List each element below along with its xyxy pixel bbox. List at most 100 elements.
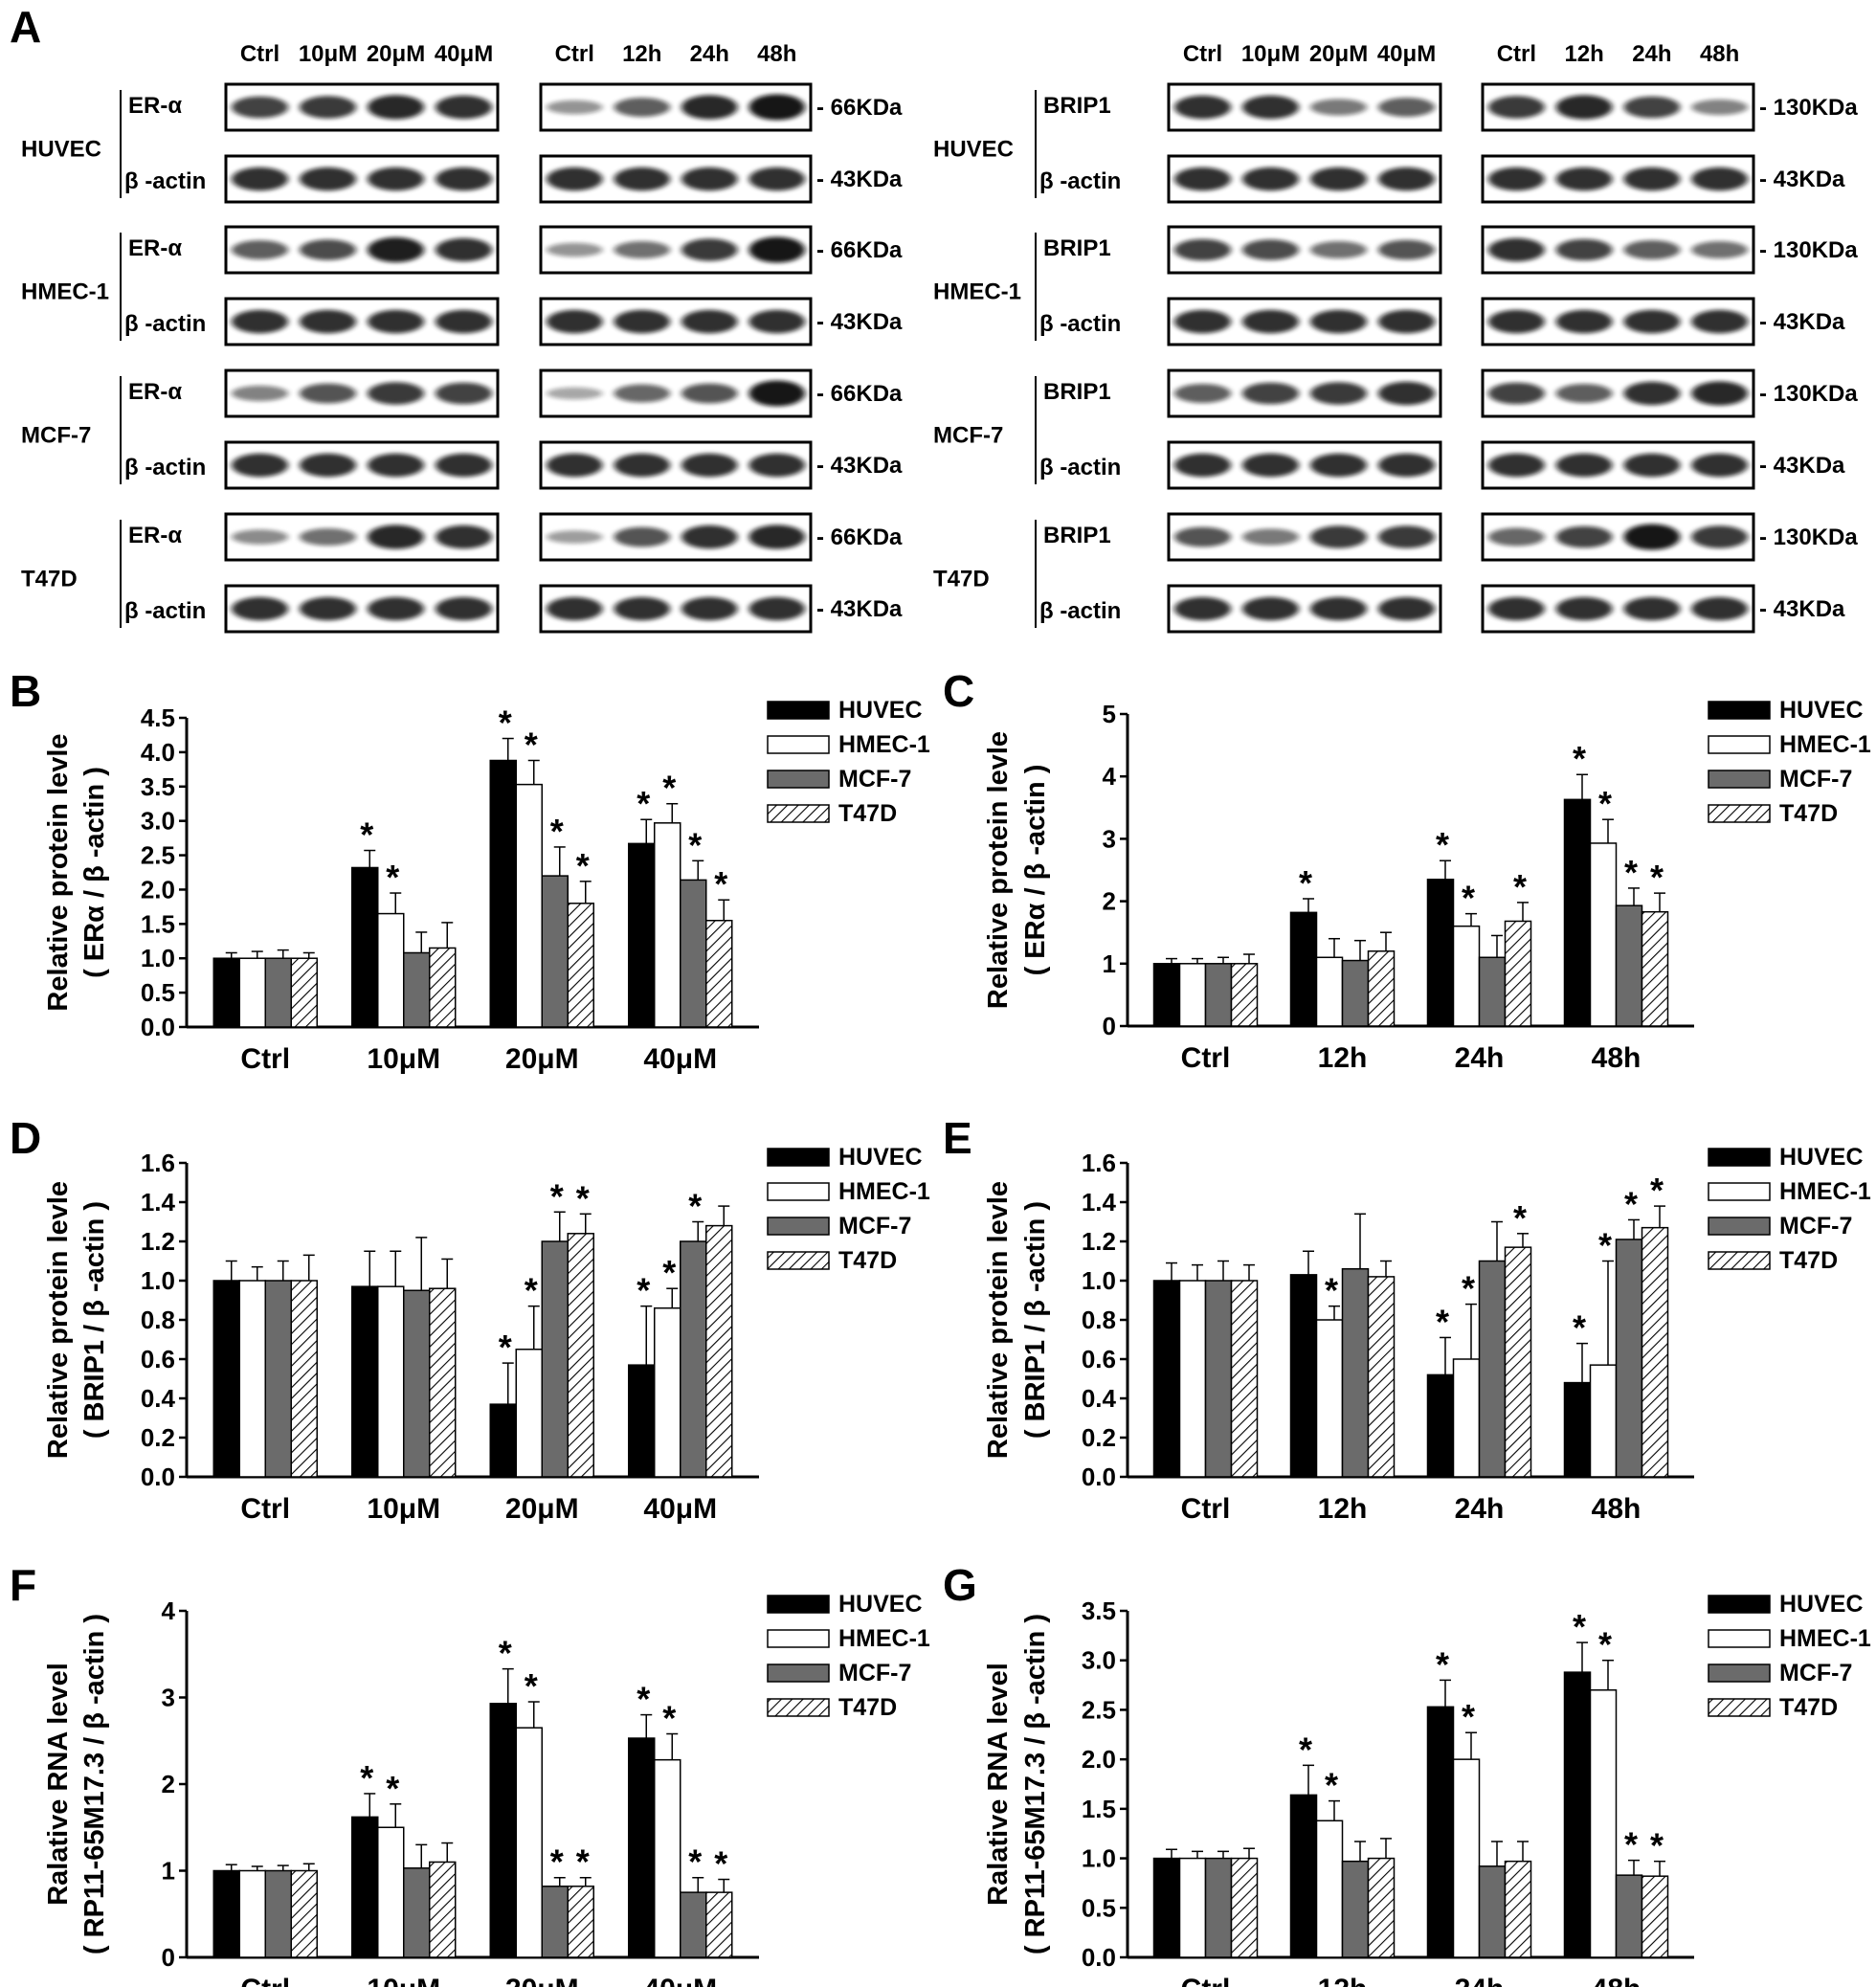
legend-swatch [767, 770, 830, 789]
blot-band [436, 95, 492, 120]
significance-star: * [636, 784, 650, 823]
legend-label: MCF-7 [1779, 766, 1852, 793]
blot-band [547, 596, 603, 621]
blot-column-header: 20μM [1309, 41, 1368, 67]
significance-star: * [525, 1271, 538, 1310]
blot-size-label: - 43KDa [1759, 596, 1845, 622]
bar-mcf-7 [1615, 904, 1643, 1027]
blot-cell-line-label: T47D [933, 567, 990, 592]
x-tick-label: 24h [1455, 1042, 1505, 1074]
blot-band [681, 453, 738, 478]
bar-hmec-1 [377, 1285, 405, 1478]
bar-mcf-7 [1478, 956, 1507, 1027]
panel-letter-d: D [10, 1113, 41, 1163]
bar-t47d [705, 1224, 733, 1478]
blot-size-label: - 130KDa [1759, 237, 1858, 263]
chart-panel-c: 0 1 2 3 4 5 Relative protein levle( ERα / β -a… [983, 697, 1871, 1074]
bar-mcf-7 [403, 1867, 431, 1958]
blot-band [1555, 596, 1613, 621]
blot-band [1488, 453, 1545, 478]
bar-huvec [1426, 1373, 1455, 1478]
blot-band [436, 596, 492, 621]
blot-band [1623, 453, 1681, 478]
legend-label: HMEC-1 [838, 1625, 930, 1652]
blot-band [368, 167, 424, 191]
significance-star: * [636, 1271, 650, 1310]
blot-band [748, 309, 805, 334]
bar-huvec [1152, 1857, 1181, 1958]
blot-band [1488, 527, 1545, 547]
blot-size-label: - 43KDa [816, 167, 903, 192]
significance-star: * [662, 769, 676, 808]
y-tick-label: 1.4 [141, 1188, 176, 1217]
blot-band [1242, 596, 1299, 621]
chart-panel-d: 0.0 0.2 0.4 0.6 0.8 1.0 1.2 1.4 1.6 Relative prot… [43, 1144, 930, 1525]
legend-label: MCF-7 [1779, 1213, 1852, 1239]
bar-mcf-7 [1615, 1239, 1643, 1478]
bar-t47d [567, 1886, 594, 1958]
blot-band [1623, 381, 1681, 406]
blot-band [1242, 95, 1299, 120]
blot-cell-line-label: MCF-7 [21, 423, 91, 449]
bar-mcf-7 [264, 1280, 292, 1478]
blot-band [1623, 240, 1681, 259]
y-tick-label: 4.5 [141, 703, 175, 732]
blot-band [436, 453, 492, 478]
bar-mcf-7 [541, 1886, 569, 1958]
blot-band [1378, 596, 1435, 621]
x-tick-label: Ctrl [1181, 1493, 1231, 1525]
significance-star: * [1598, 1625, 1612, 1664]
bar-mcf-7 [403, 951, 431, 1028]
blot-band [1174, 526, 1231, 547]
y-axis-label-line1: Relative protein levle [983, 731, 1014, 1009]
y-tick-label: 1.0 [1082, 1266, 1116, 1295]
blot-band [1623, 96, 1681, 119]
significance-star: * [1624, 1184, 1638, 1223]
significance-star: * [576, 1178, 590, 1217]
bar-hmec-1 [1452, 1358, 1481, 1478]
bar-huvec [1289, 911, 1318, 1027]
blot-band [1310, 382, 1367, 405]
bar-t47d [705, 919, 733, 1028]
blot-band [547, 453, 603, 478]
blot-band [1488, 237, 1545, 262]
bar-huvec [351, 1285, 379, 1478]
bar-mcf-7 [541, 875, 569, 1028]
blot-band [1174, 596, 1231, 621]
blot-band [547, 530, 603, 544]
bar-hmec-1 [1315, 1319, 1344, 1478]
bar-mcf-7 [1204, 1280, 1233, 1478]
legend-label: T47D [838, 1694, 897, 1721]
significance-star: * [499, 1328, 512, 1367]
significance-star: * [1462, 1697, 1475, 1736]
significance-star: * [525, 726, 538, 765]
blot-band [368, 236, 424, 263]
blot-actin-label: β -actin [124, 598, 206, 624]
legend-swatch [1708, 1595, 1771, 1614]
blot-band [748, 167, 805, 191]
bar-huvec [628, 842, 656, 1028]
bar-huvec [1426, 879, 1455, 1027]
bar-t47d [567, 1233, 594, 1478]
y-tick-label: 2.0 [141, 875, 175, 904]
y-tick-label: 0.6 [1082, 1345, 1116, 1373]
blot-band [436, 237, 492, 262]
chart-panel-b: 0.0 0.5 1.0 1.5 2.0 2.5 3.0 3.5 4.0 4.5 Relative p… [43, 697, 930, 1075]
blot-band [300, 96, 356, 119]
significance-star: * [1650, 858, 1664, 897]
bar-hmec-1 [515, 1727, 543, 1958]
bar-hmec-1 [1452, 1758, 1481, 1958]
y-axis-label-line1: Ralative RNA level [983, 1663, 1014, 1906]
bar-mcf-7 [680, 1891, 707, 1958]
blot-band [681, 95, 738, 120]
significance-star: * [1299, 1730, 1312, 1769]
blot-target-label: BRIP1 [1043, 379, 1111, 405]
bar-hmec-1 [238, 1280, 266, 1478]
blot-band [1691, 453, 1748, 478]
blot-band [1691, 240, 1748, 259]
blot-target-label: BRIP1 [1043, 235, 1111, 261]
blot-cell-line-label: T47D [21, 567, 78, 592]
bar-t47d [705, 1891, 733, 1958]
panel-letter-e: E [943, 1113, 972, 1163]
blot-band [1378, 309, 1435, 334]
